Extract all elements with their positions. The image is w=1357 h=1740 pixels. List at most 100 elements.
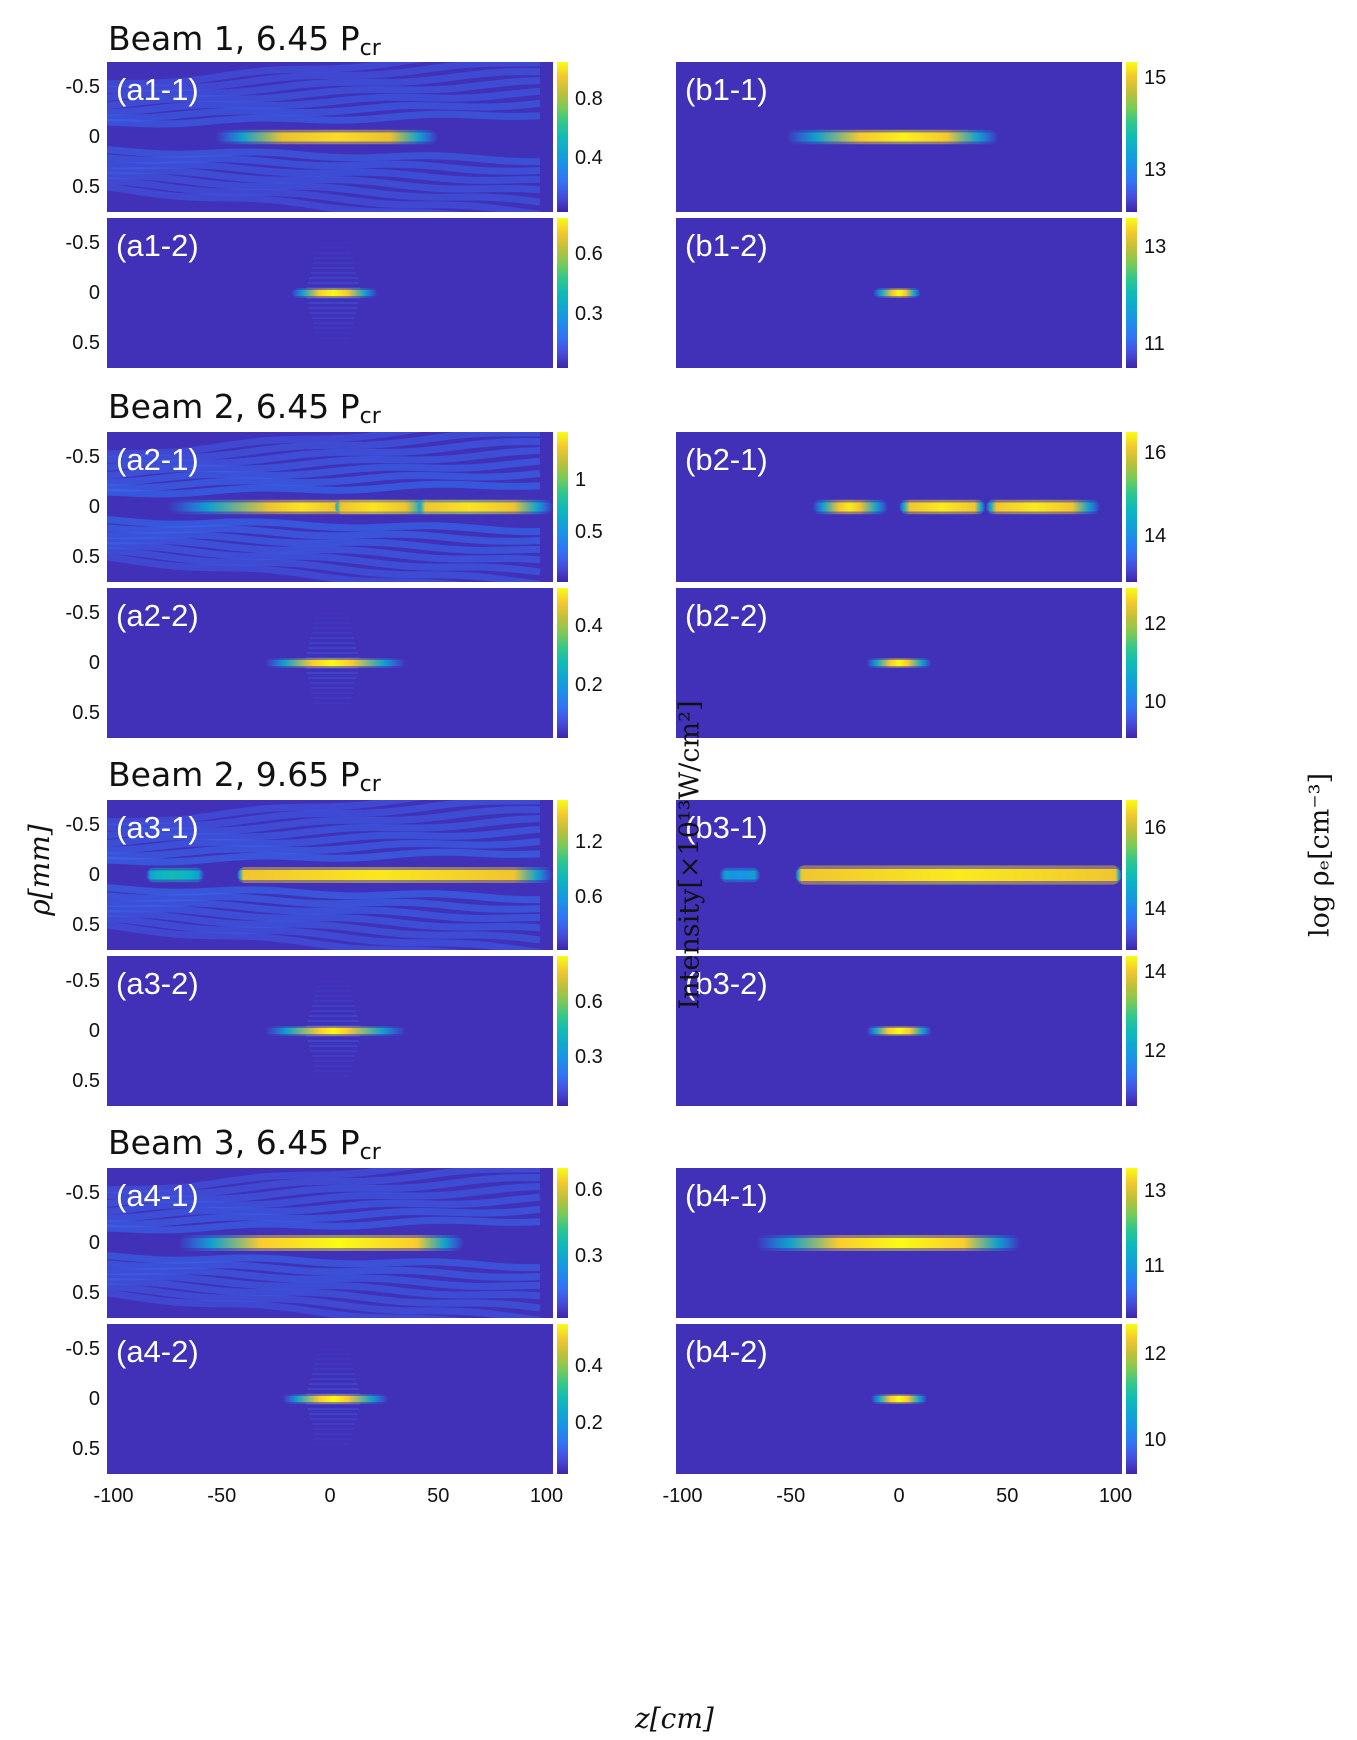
diffraction-ring (107, 1260, 541, 1281)
beam-title-subscript: cr (359, 36, 381, 61)
filament-mark (416, 502, 553, 512)
colorbar-tick-label: 10 (1144, 691, 1167, 714)
panel-label: (a4-2) (116, 1334, 199, 1369)
diffraction-ring (107, 1168, 424, 1194)
striation-line (305, 657, 360, 659)
colorbar-gradient (1126, 218, 1137, 368)
beam-title: Beam 1, 6.45 Pcr (108, 22, 381, 60)
filament-mark (786, 132, 999, 142)
heatmap-panel-a2-1: (a2-1) (107, 432, 553, 582)
colorbar-b1-1 (1126, 62, 1137, 212)
striation-line (316, 1075, 350, 1077)
filament-mark (215, 132, 439, 142)
colorbar-tick-label: 0.3 (575, 1045, 603, 1068)
filament-mark (795, 869, 1122, 881)
beam-title-text: Beam 1, 6.45 P (108, 19, 360, 58)
colorbar-gradient (557, 432, 568, 582)
heatmap-panel-b3-1: (b3-1) (676, 800, 1122, 950)
colorbar-gradient (1126, 956, 1137, 1106)
x-tick-label: 0 (324, 1485, 336, 1507)
diffraction-ring (107, 800, 541, 832)
diffraction-ring (107, 910, 541, 944)
striation-line (306, 1025, 361, 1027)
y-tick-label: 0 (88, 1020, 100, 1042)
striation-line (311, 317, 355, 319)
colorbar-tick-label: 0.4 (575, 146, 603, 169)
striation-line (307, 647, 357, 649)
filament-mark (291, 290, 378, 296)
heatmap-panel-a3-1: (a3-1) (107, 800, 553, 950)
striation-line (314, 1433, 353, 1435)
diffraction-ring (107, 1282, 541, 1318)
striation-line (316, 1353, 350, 1355)
striation-line (306, 1035, 361, 1037)
x-tick-label: 100 (1098, 1485, 1133, 1507)
panel-label: (b2-1) (685, 442, 768, 477)
striation-line (315, 1070, 352, 1072)
filament-mark (866, 1028, 932, 1034)
striation-line (310, 1010, 357, 1012)
striation-line (308, 307, 358, 309)
heatmap-panel-b4-1: (b4-1) (676, 1168, 1122, 1318)
diffraction-ring (107, 1289, 462, 1318)
colorbar-tick-label: 0.4 (575, 615, 603, 638)
filament-mark (334, 502, 434, 512)
striation-line (306, 287, 361, 289)
striation-line (310, 312, 357, 314)
diffraction-ring (107, 67, 541, 102)
striation-line (314, 995, 353, 997)
diffraction-ring (107, 480, 541, 498)
striation-line (311, 1373, 355, 1375)
filament-mark (265, 660, 406, 666)
y-axis-label-left: ρ[mm] (23, 824, 56, 915)
diffraction-ring (107, 553, 462, 582)
diffraction-ring (107, 1252, 540, 1272)
colorbar-b4-1 (1126, 1168, 1137, 1318)
colorbar-tick-label: 1 (575, 468, 587, 491)
striation-line (315, 1358, 352, 1360)
filament-mark (985, 502, 1101, 512)
panel-label: (a1-2) (116, 228, 199, 263)
y-tick-label: -0.5 (65, 814, 100, 836)
diffraction-ring (107, 110, 541, 128)
y-tick-label: 0 (88, 496, 100, 518)
diffraction-ring (107, 1273, 541, 1300)
striation-line (308, 1015, 358, 1017)
intensity-colorbar-label-text: Intensity[×10¹³W/cm²] (674, 700, 706, 1010)
striation-line (307, 1020, 359, 1022)
beam-title-text: Beam 2, 6.45 P (108, 387, 360, 426)
diffraction-ring (107, 542, 541, 576)
diffraction-ring (107, 1278, 541, 1312)
y-tick-label: 0 (88, 282, 100, 304)
filament-mark (756, 1238, 1021, 1248)
beam-title: Beam 3, 6.45 Pcr (108, 1126, 381, 1164)
diffraction-ring (107, 176, 541, 212)
filament-mark (282, 1396, 389, 1402)
filament-mark (899, 502, 986, 512)
striation-line (306, 297, 361, 299)
colorbar-tick-label: 0.6 (575, 243, 603, 265)
diffraction-ring (107, 1183, 541, 1216)
colorbar-gradient (1126, 1324, 1137, 1474)
diffraction-ring (107, 183, 462, 212)
colorbar-tick-label: 0.6 (575, 886, 603, 909)
x-tick-label: 100 (529, 1485, 564, 1507)
colorbar-tick-label: 0.2 (575, 674, 603, 697)
colorbar-tick-label: 12 (1144, 612, 1167, 635)
colorbar-a4-2 (557, 1324, 568, 1474)
colorbar-tick-label: 14 (1144, 898, 1167, 921)
colorbar-b2-1 (1126, 432, 1137, 582)
striation-line (312, 1060, 354, 1062)
colorbar-tick-label: 0.5 (575, 521, 603, 544)
panel-label: (a2-2) (116, 598, 199, 633)
colorbar-a1-1 (557, 62, 568, 212)
diffraction-ring (107, 921, 462, 950)
striation-line (313, 697, 352, 699)
beam-title-subscript: cr (359, 1140, 381, 1165)
colorbar-tick-label: 13 (1144, 236, 1167, 259)
x-tick-label: -50 (207, 1485, 237, 1507)
panel-label: (b1-1) (685, 72, 768, 107)
diffraction-ring (107, 432, 424, 458)
diffraction-ring (107, 1173, 541, 1208)
striation-line (306, 1403, 361, 1405)
